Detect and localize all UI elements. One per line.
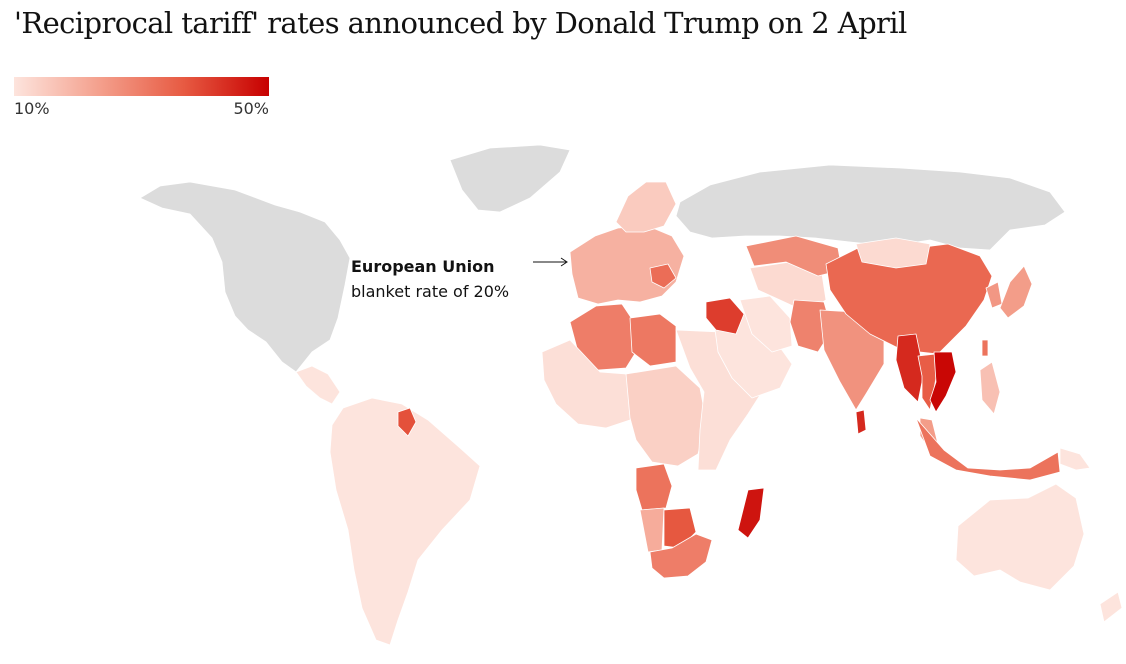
region-japan (999, 265, 1033, 319)
chart-title: 'Reciprocal tariff' rates announced by D… (14, 6, 907, 40)
annotation-subtitle: blanket rate of 20% (351, 282, 509, 301)
region-indonesia (915, 417, 1061, 481)
annotation-title: European Union (351, 257, 495, 276)
region-iraq-syria (705, 297, 745, 335)
legend-min-label: 10% (14, 99, 50, 118)
legend-gradient-bar (14, 77, 269, 96)
region-southern-africa (649, 533, 713, 579)
region-greenland (449, 144, 571, 213)
region-myanmar (895, 333, 925, 403)
region-sri-lanka (855, 409, 867, 435)
region-australia (955, 483, 1085, 591)
region-papua-new-guinea (1059, 447, 1091, 471)
world-map: European Union blanket rate of 20% (0, 130, 1126, 664)
region-scandinavia (615, 181, 677, 233)
annotation-arrow (533, 257, 568, 267)
legend-max-label: 50% (233, 99, 269, 118)
region-angola (635, 463, 673, 511)
region-central-america (295, 365, 341, 405)
eu-annotation: European Union blanket rate of 20% (351, 257, 568, 301)
region-central-africa (625, 365, 707, 467)
region-philippines (979, 361, 1001, 415)
region-balkans (649, 263, 677, 289)
region-guyana (397, 407, 417, 437)
region-russia (675, 164, 1066, 251)
region-taiwan (981, 339, 989, 357)
region-north-america (139, 181, 351, 373)
region-mongolia (855, 237, 931, 269)
color-legend: 10% 50% (14, 77, 269, 121)
region-west-africa (541, 339, 641, 429)
region-cambodia-vietnam (929, 351, 957, 413)
region-iran (739, 295, 793, 353)
region-namibia (639, 507, 665, 553)
region-south-america (329, 397, 481, 646)
world-map-svg: European Union blanket rate of 20% (139, 144, 1123, 646)
region-madagascar (737, 487, 765, 539)
region-libya (629, 313, 677, 367)
region-new-zealand (1099, 591, 1123, 623)
